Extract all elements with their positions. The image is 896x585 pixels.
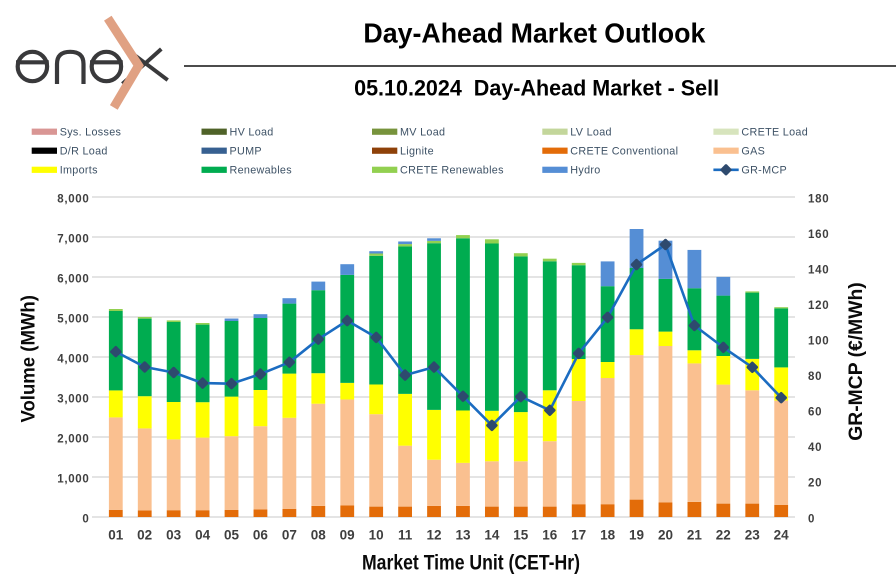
svg-text:Lignite: Lignite xyxy=(400,146,434,158)
svg-text:14: 14 xyxy=(484,528,500,543)
svg-text:180: 180 xyxy=(808,193,829,205)
svg-text:HV Load: HV Load xyxy=(230,127,274,139)
svg-text:05: 05 xyxy=(224,528,240,543)
svg-text:21: 21 xyxy=(687,528,703,543)
svg-text:19: 19 xyxy=(629,528,644,543)
svg-text:1,000: 1,000 xyxy=(57,473,89,485)
svg-text:13: 13 xyxy=(455,528,471,543)
svg-text:LV Load: LV Load xyxy=(570,127,612,139)
svg-text:0: 0 xyxy=(82,513,89,525)
svg-text:17: 17 xyxy=(571,528,586,543)
svg-text:CRETE Load: CRETE Load xyxy=(741,127,808,139)
svg-text:05.10.2024 Day-Ahead Market -: 05.10.2024 Day-Ahead Market - Sell xyxy=(354,75,719,100)
svg-text:20: 20 xyxy=(658,528,673,543)
svg-text:MV Load: MV Load xyxy=(400,127,445,139)
svg-text:20: 20 xyxy=(808,478,822,490)
svg-text:16: 16 xyxy=(542,528,558,543)
svg-text:CRETE Conventional: CRETE Conventional xyxy=(570,146,678,158)
svg-text:Renewables: Renewables xyxy=(230,165,293,177)
svg-text:04: 04 xyxy=(195,528,211,543)
svg-text:0: 0 xyxy=(808,513,815,525)
svg-text:7,000: 7,000 xyxy=(57,233,89,245)
svg-text:Volume (MWh): Volume (MWh) xyxy=(19,295,40,423)
svg-text:Sys. Losses: Sys. Losses xyxy=(60,127,122,139)
svg-text:11: 11 xyxy=(398,528,413,543)
svg-text:18: 18 xyxy=(600,528,616,543)
svg-text:10: 10 xyxy=(369,528,384,543)
svg-text:01: 01 xyxy=(108,528,124,543)
svg-text:60: 60 xyxy=(808,407,822,419)
svg-text:Day-Ahead Market Outlook: Day-Ahead Market Outlook xyxy=(363,17,706,48)
svg-text:Market Time Unit (CET-Hr): Market Time Unit (CET-Hr) xyxy=(362,552,580,575)
svg-text:07: 07 xyxy=(282,528,297,543)
svg-text:160: 160 xyxy=(808,229,829,241)
svg-text:GAS: GAS xyxy=(741,146,765,158)
svg-text:8,000: 8,000 xyxy=(57,193,89,205)
svg-text:D/R Load: D/R Load xyxy=(60,146,108,158)
svg-text:15: 15 xyxy=(513,528,529,543)
svg-text:6,000: 6,000 xyxy=(57,273,89,285)
svg-text:23: 23 xyxy=(745,528,761,543)
svg-text:PUMP: PUMP xyxy=(230,146,262,158)
svg-text:4,000: 4,000 xyxy=(57,353,89,365)
svg-text:Imports: Imports xyxy=(60,165,98,177)
svg-text:22: 22 xyxy=(716,528,731,543)
svg-text:CRETE Renewables: CRETE Renewables xyxy=(400,165,504,177)
svg-text:GR-MCP: GR-MCP xyxy=(741,165,787,177)
svg-text:80: 80 xyxy=(808,371,822,383)
svg-text:03: 03 xyxy=(166,528,182,543)
svg-text:2,000: 2,000 xyxy=(57,433,89,445)
svg-text:Hydro: Hydro xyxy=(570,165,600,177)
svg-text:140: 140 xyxy=(808,264,829,276)
svg-text:09: 09 xyxy=(340,528,355,543)
svg-text:100: 100 xyxy=(808,336,829,348)
svg-text:06: 06 xyxy=(253,528,269,543)
svg-text:3,000: 3,000 xyxy=(57,393,89,405)
svg-text:12: 12 xyxy=(426,528,441,543)
svg-text:120: 120 xyxy=(808,300,829,312)
svg-text:08: 08 xyxy=(311,528,327,543)
svg-text:40: 40 xyxy=(808,442,822,454)
svg-text:GR-MCP (€/MWh): GR-MCP (€/MWh) xyxy=(846,282,867,441)
svg-text:5,000: 5,000 xyxy=(57,313,89,325)
svg-text:02: 02 xyxy=(137,528,152,543)
svg-text:24: 24 xyxy=(774,528,790,543)
